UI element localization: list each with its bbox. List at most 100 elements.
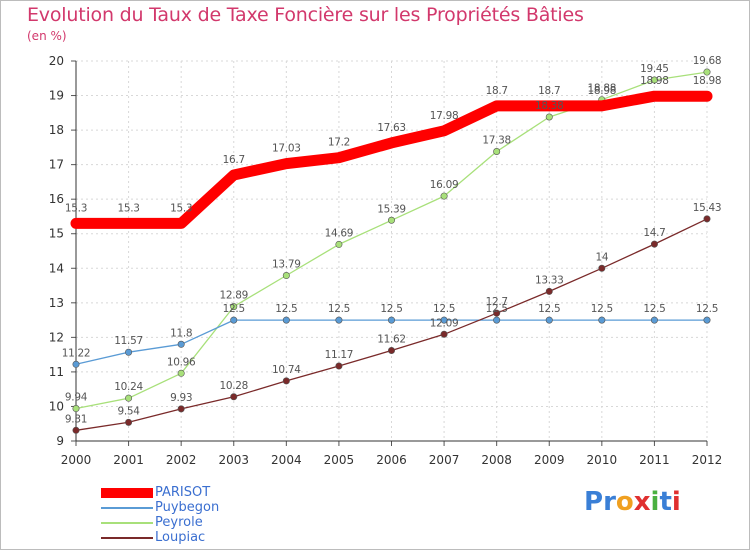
data-label: 17.2 [328,137,350,149]
legend-label: Loupiac [155,530,206,545]
data-label: 10.28 [219,380,248,392]
y-tick-label: 11 [49,365,64,379]
data-label: 12.5 [696,303,718,315]
data-label: 17.38 [482,135,511,147]
data-point [545,316,553,324]
data-label: 18.38 [535,100,564,112]
data-label: 18.7 [486,85,508,97]
data-point [230,393,238,401]
data-label: 11.17 [325,349,354,361]
logo-letter: i [650,487,660,517]
data-label: 18.98 [640,75,669,87]
data-label: 12.5 [433,303,455,315]
legend-label: Peyrole [155,515,203,530]
data-point [440,316,448,324]
data-point [545,287,553,295]
logo-letter: P [584,487,604,517]
data-label: 15.3 [170,202,192,214]
data-label: 12.5 [275,303,297,315]
data-label: 12.5 [643,303,665,315]
data-point [703,215,711,223]
data-label: 15.3 [65,202,87,214]
logo-letter: x [633,487,651,517]
x-tick-label: 2012 [692,453,723,467]
data-point [230,316,238,324]
data-label: 14.69 [325,227,354,239]
data-point [387,316,395,324]
data-label: 15.3 [117,202,139,214]
y-tick-label: 20 [49,54,64,68]
data-label: 18.7 [538,85,560,97]
data-point [282,272,290,280]
data-label: 12.5 [328,303,350,315]
data-label: 16.7 [223,154,245,166]
legend-label: Puybegon [155,500,220,515]
legend-swatch [101,522,153,524]
y-tick-label: 10 [49,399,64,413]
data-point [125,418,133,426]
data-label: 18.88 [588,83,617,95]
data-label: 13.33 [535,274,564,286]
data-label: 10.24 [114,381,143,393]
y-tick-label: 14 [49,261,64,275]
data-point [72,426,80,434]
data-label: 13.79 [272,259,301,271]
x-tick-label: 2001 [113,453,144,467]
logo-letter: i [671,487,681,517]
x-tick-label: 2005 [324,453,355,467]
logo-letter: r [603,487,616,517]
data-point [650,240,658,248]
data-label: 12.5 [538,303,560,315]
data-point [598,316,606,324]
x-tick-label: 2000 [61,453,92,467]
data-point [703,68,711,76]
data-point [440,192,448,200]
data-label: 9.31 [65,413,87,425]
legend-swatch [101,537,153,539]
data-label: 11.62 [377,333,406,345]
y-tick-label: 9 [56,434,64,448]
legend-swatch [101,507,153,509]
data-label: 16.09 [430,179,459,191]
data-label: 14.7 [643,227,665,239]
data-point [335,362,343,370]
data-point [177,340,185,348]
x-tick-label: 2008 [481,453,512,467]
data-point [282,316,290,324]
data-point [125,348,133,356]
data-label: 9.94 [65,392,88,404]
data-label: 12.89 [219,290,248,302]
data-point [387,346,395,354]
y-tick-label: 15 [49,227,64,241]
data-label: 19.45 [640,63,669,75]
data-label: 15.43 [693,202,722,214]
data-point [493,316,501,324]
y-tick-label: 13 [49,296,64,310]
data-point [703,316,711,324]
logo-letter: t [659,487,672,517]
data-point [387,216,395,224]
data-point [650,76,658,84]
data-label: 14 [595,251,608,263]
proxiti-logo: Proxiti [584,487,681,517]
data-point [493,309,501,317]
legend-swatch [101,488,153,498]
data-point [598,264,606,272]
data-point [440,330,448,338]
series-line-parisot [70,90,713,229]
data-point [335,316,343,324]
data-point [72,360,80,368]
legend-label: PARISOT [155,485,211,500]
data-point [545,113,553,121]
y-tick-label: 19 [49,89,64,103]
data-label: 11.8 [170,327,192,339]
data-label: 10.74 [272,364,301,376]
data-label: 19.68 [693,55,722,67]
x-tick-label: 2009 [534,453,565,467]
logo-letter: o [615,487,634,517]
x-tick-label: 2007 [429,453,460,467]
x-tick-label: 2002 [166,453,197,467]
data-label: 9.54 [117,405,140,417]
data-label: 9.93 [170,392,192,404]
